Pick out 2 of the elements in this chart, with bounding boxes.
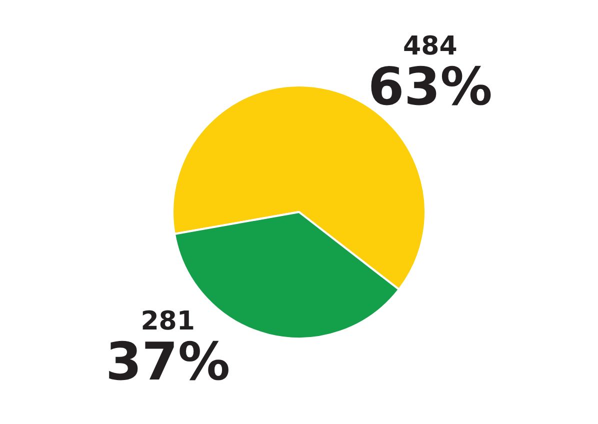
data-label: 281 37% xyxy=(106,306,230,392)
data-label: 484 63% xyxy=(368,32,492,118)
